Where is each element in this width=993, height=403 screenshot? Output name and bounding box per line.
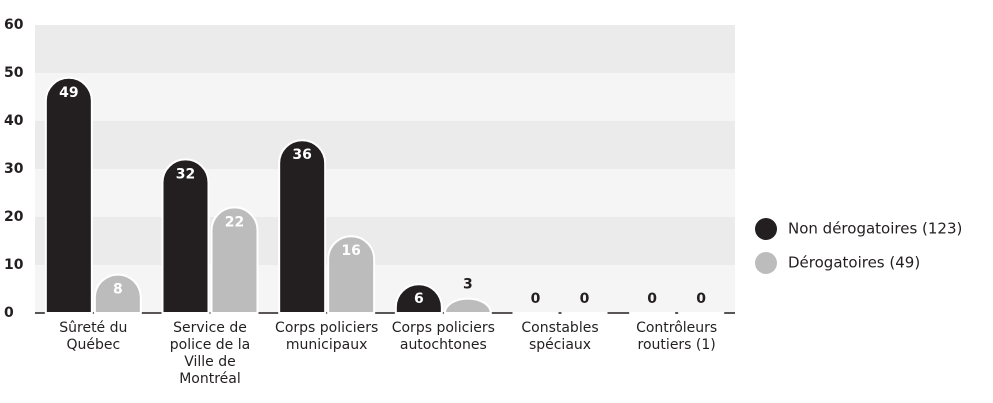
value-label: 0 (647, 291, 657, 307)
y-tick-label: 50 (4, 65, 24, 81)
bar (44, 76, 93, 314)
y-tick-label: 20 (4, 209, 24, 225)
legend-label: Dérogatoires (49) (788, 254, 920, 272)
bar (210, 206, 259, 314)
value-label: 0 (580, 291, 590, 307)
y-tick-label: 60 (4, 17, 24, 33)
y-tick-label: 0 (4, 305, 14, 321)
value-label: 36 (292, 147, 311, 163)
legend-swatch (755, 252, 777, 274)
x-tick-label: Corps policiers municipaux (275, 320, 379, 353)
bar (394, 283, 443, 314)
bar (443, 297, 492, 314)
grid-band (35, 169, 735, 217)
value-label: 16 (341, 243, 360, 259)
grid-band (35, 121, 735, 169)
grid-band (35, 265, 735, 313)
value-label: 3 (463, 277, 473, 293)
grid-band (35, 25, 735, 73)
value-label: 0 (696, 291, 706, 307)
value-label: 49 (59, 85, 78, 101)
value-label: 22 (225, 214, 244, 230)
x-tick-label: Service de police de la Ville de Montréa… (169, 320, 251, 387)
bar (327, 235, 376, 314)
y-tick-label: 40 (4, 113, 24, 129)
value-label: 32 (176, 166, 195, 182)
legend-label: Non dérogatoires (123) (788, 220, 962, 238)
legend-swatch (755, 218, 777, 240)
value-label: 0 (531, 291, 541, 307)
grid-band (35, 217, 735, 265)
x-tick-label: Sûreté du Québec (59, 320, 128, 353)
bar (161, 158, 210, 314)
value-label: 8 (113, 282, 123, 298)
grid-band (35, 73, 735, 121)
y-tick-label: 30 (4, 161, 24, 177)
bar (278, 139, 327, 314)
y-tick-label: 10 (4, 257, 24, 273)
x-tick-label: Constables spéciaux (521, 320, 599, 353)
value-label: 6 (414, 291, 424, 307)
bar (93, 273, 142, 314)
x-tick-label: Corps policiers autochtones (391, 320, 495, 353)
x-tick-label: Contrôleurs routiers (1) (636, 320, 718, 353)
